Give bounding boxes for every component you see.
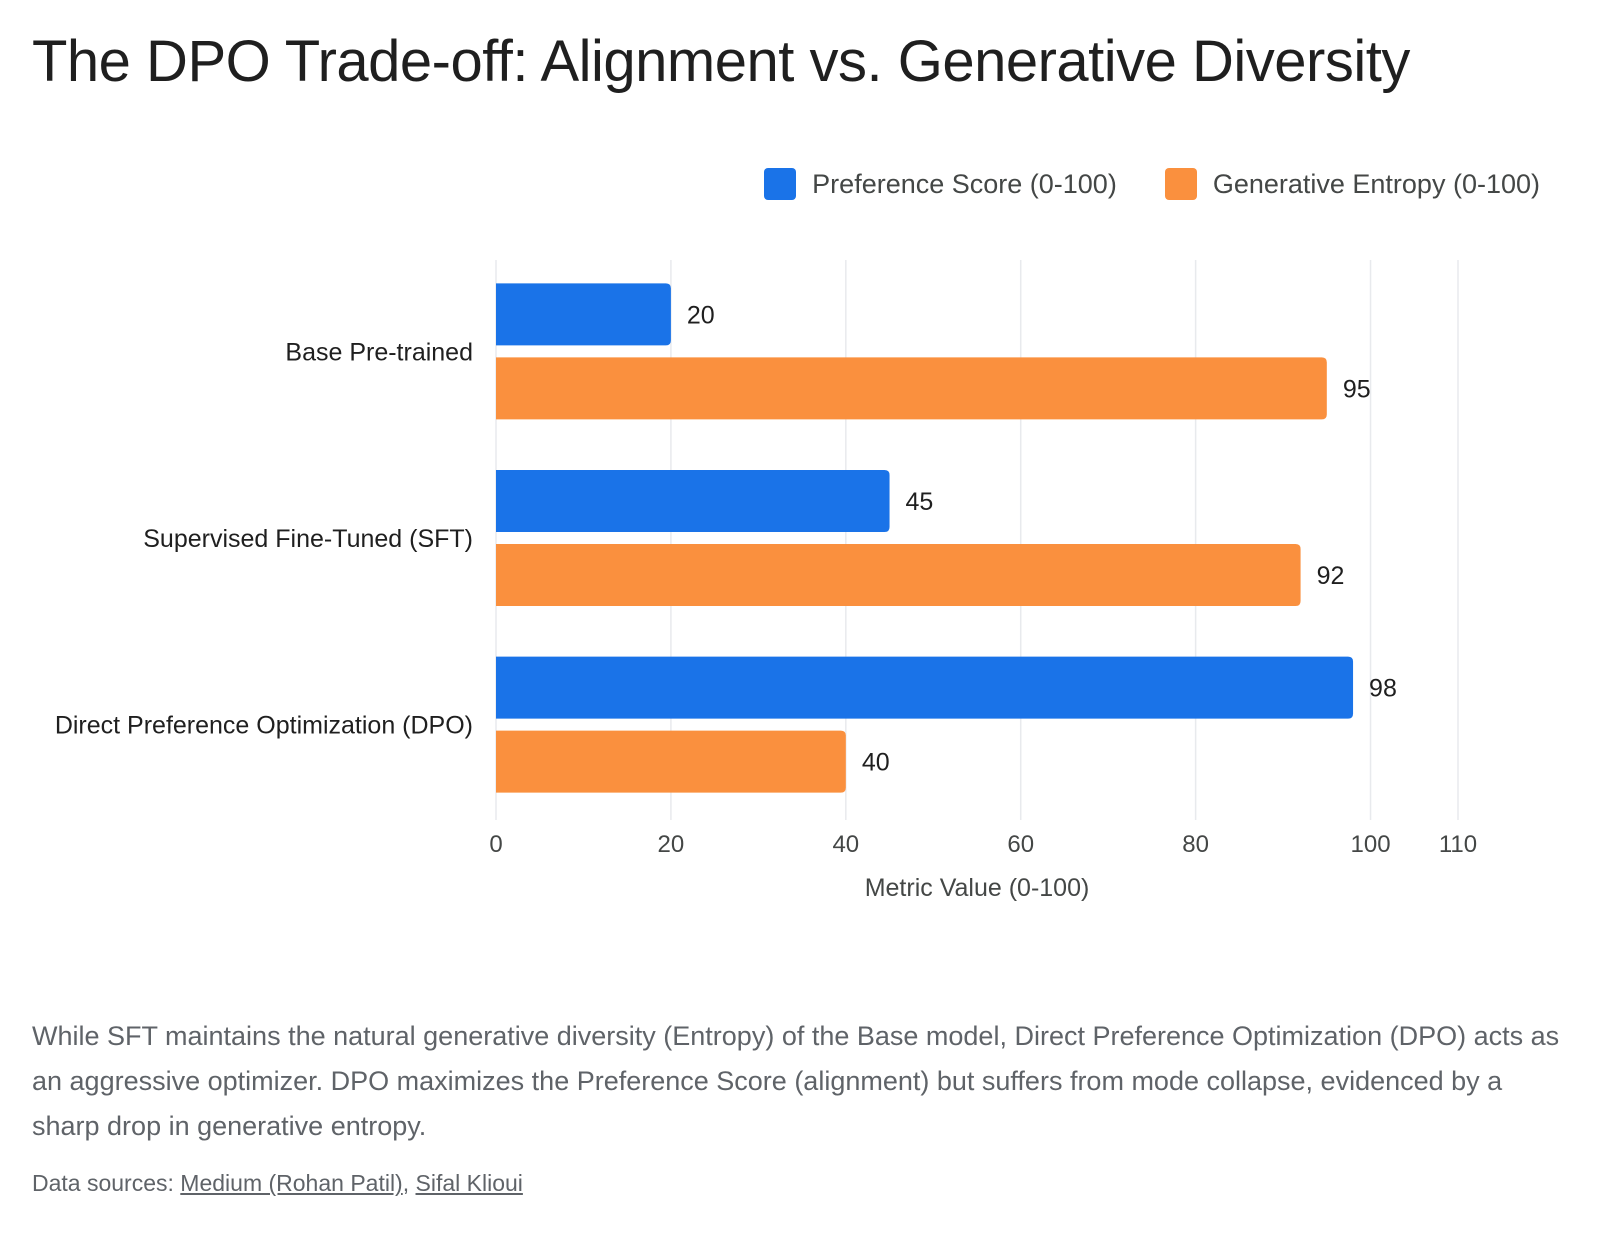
gridlines [495,260,1459,820]
x-tick-label-0: 0 [489,831,502,858]
legend-swatch-preference [764,168,797,200]
data-label-preference-1: 20 [687,301,715,329]
bar-chart: 0 20 40 60 80 100 110 20 95 Base Pre-trained 45 92 S… [55,260,1477,902]
data-label-preference-3: 98 [1369,675,1397,703]
x-tick-label-20: 20 [658,831,685,858]
x-tick-label-100: 100 [1351,831,1391,858]
bar-entropy-1[interactable] [496,357,1327,420]
x-tick-label-60: 60 [1007,831,1034,858]
chart-title: The DPO Trade-off: Alignment vs. Generat… [32,29,1410,94]
x-tick-label-110: 110 [1439,831,1477,858]
data-sources: Data sources: Medium (Rohan Patil), Sifa… [32,1170,523,1197]
sources-prefix: Data sources: [32,1170,181,1196]
x-tick-label-80: 80 [1182,831,1209,858]
chart-caption: While SFT maintains the natural generati… [32,1021,1560,1141]
labels: 0 20 40 60 80 100 110 20 95 Base Pre-trained 45 92 S… [55,301,1477,902]
bars [496,283,1354,793]
legend-item-entropy[interactable]: Generative Entropy (0-100) [1164,168,1540,200]
data-label-entropy-3: 40 [862,749,890,777]
legend-label-entropy: Generative Entropy (0-100) [1212,168,1540,199]
x-axis-title: Metric Value (0-100) [865,874,1090,902]
sources-separator: , [402,1170,416,1196]
x-tick-label-40: 40 [832,831,859,858]
chart-legend: Preference Score (0-100) Generative Entr… [764,168,1540,200]
data-label-entropy-1: 95 [1343,375,1371,403]
bar-entropy-3[interactable] [496,730,846,793]
bar-preference-2[interactable] [496,470,890,532]
bar-entropy-2[interactable] [496,544,1301,606]
data-label-preference-2: 45 [906,488,934,516]
source-link-sifal-klioui[interactable]: Sifal Klioui [415,1170,523,1196]
legend-item-preference[interactable]: Preference Score (0-100) [764,168,1117,200]
data-label-entropy-2: 92 [1317,562,1345,590]
category-label-2: Supervised Fine-Tuned (SFT) [143,525,473,553]
bar-preference-3[interactable] [496,656,1354,719]
legend-swatch-entropy [1164,168,1197,200]
source-link-medium[interactable]: Medium (Rohan Patil) [180,1170,403,1196]
bar-preference-1[interactable] [496,283,671,346]
legend-label-preference: Preference Score (0-100) [812,168,1117,199]
category-label-3: Direct Preference Optimization (DPO) [55,712,473,740]
category-label-1: Base Pre-trained [285,338,473,366]
